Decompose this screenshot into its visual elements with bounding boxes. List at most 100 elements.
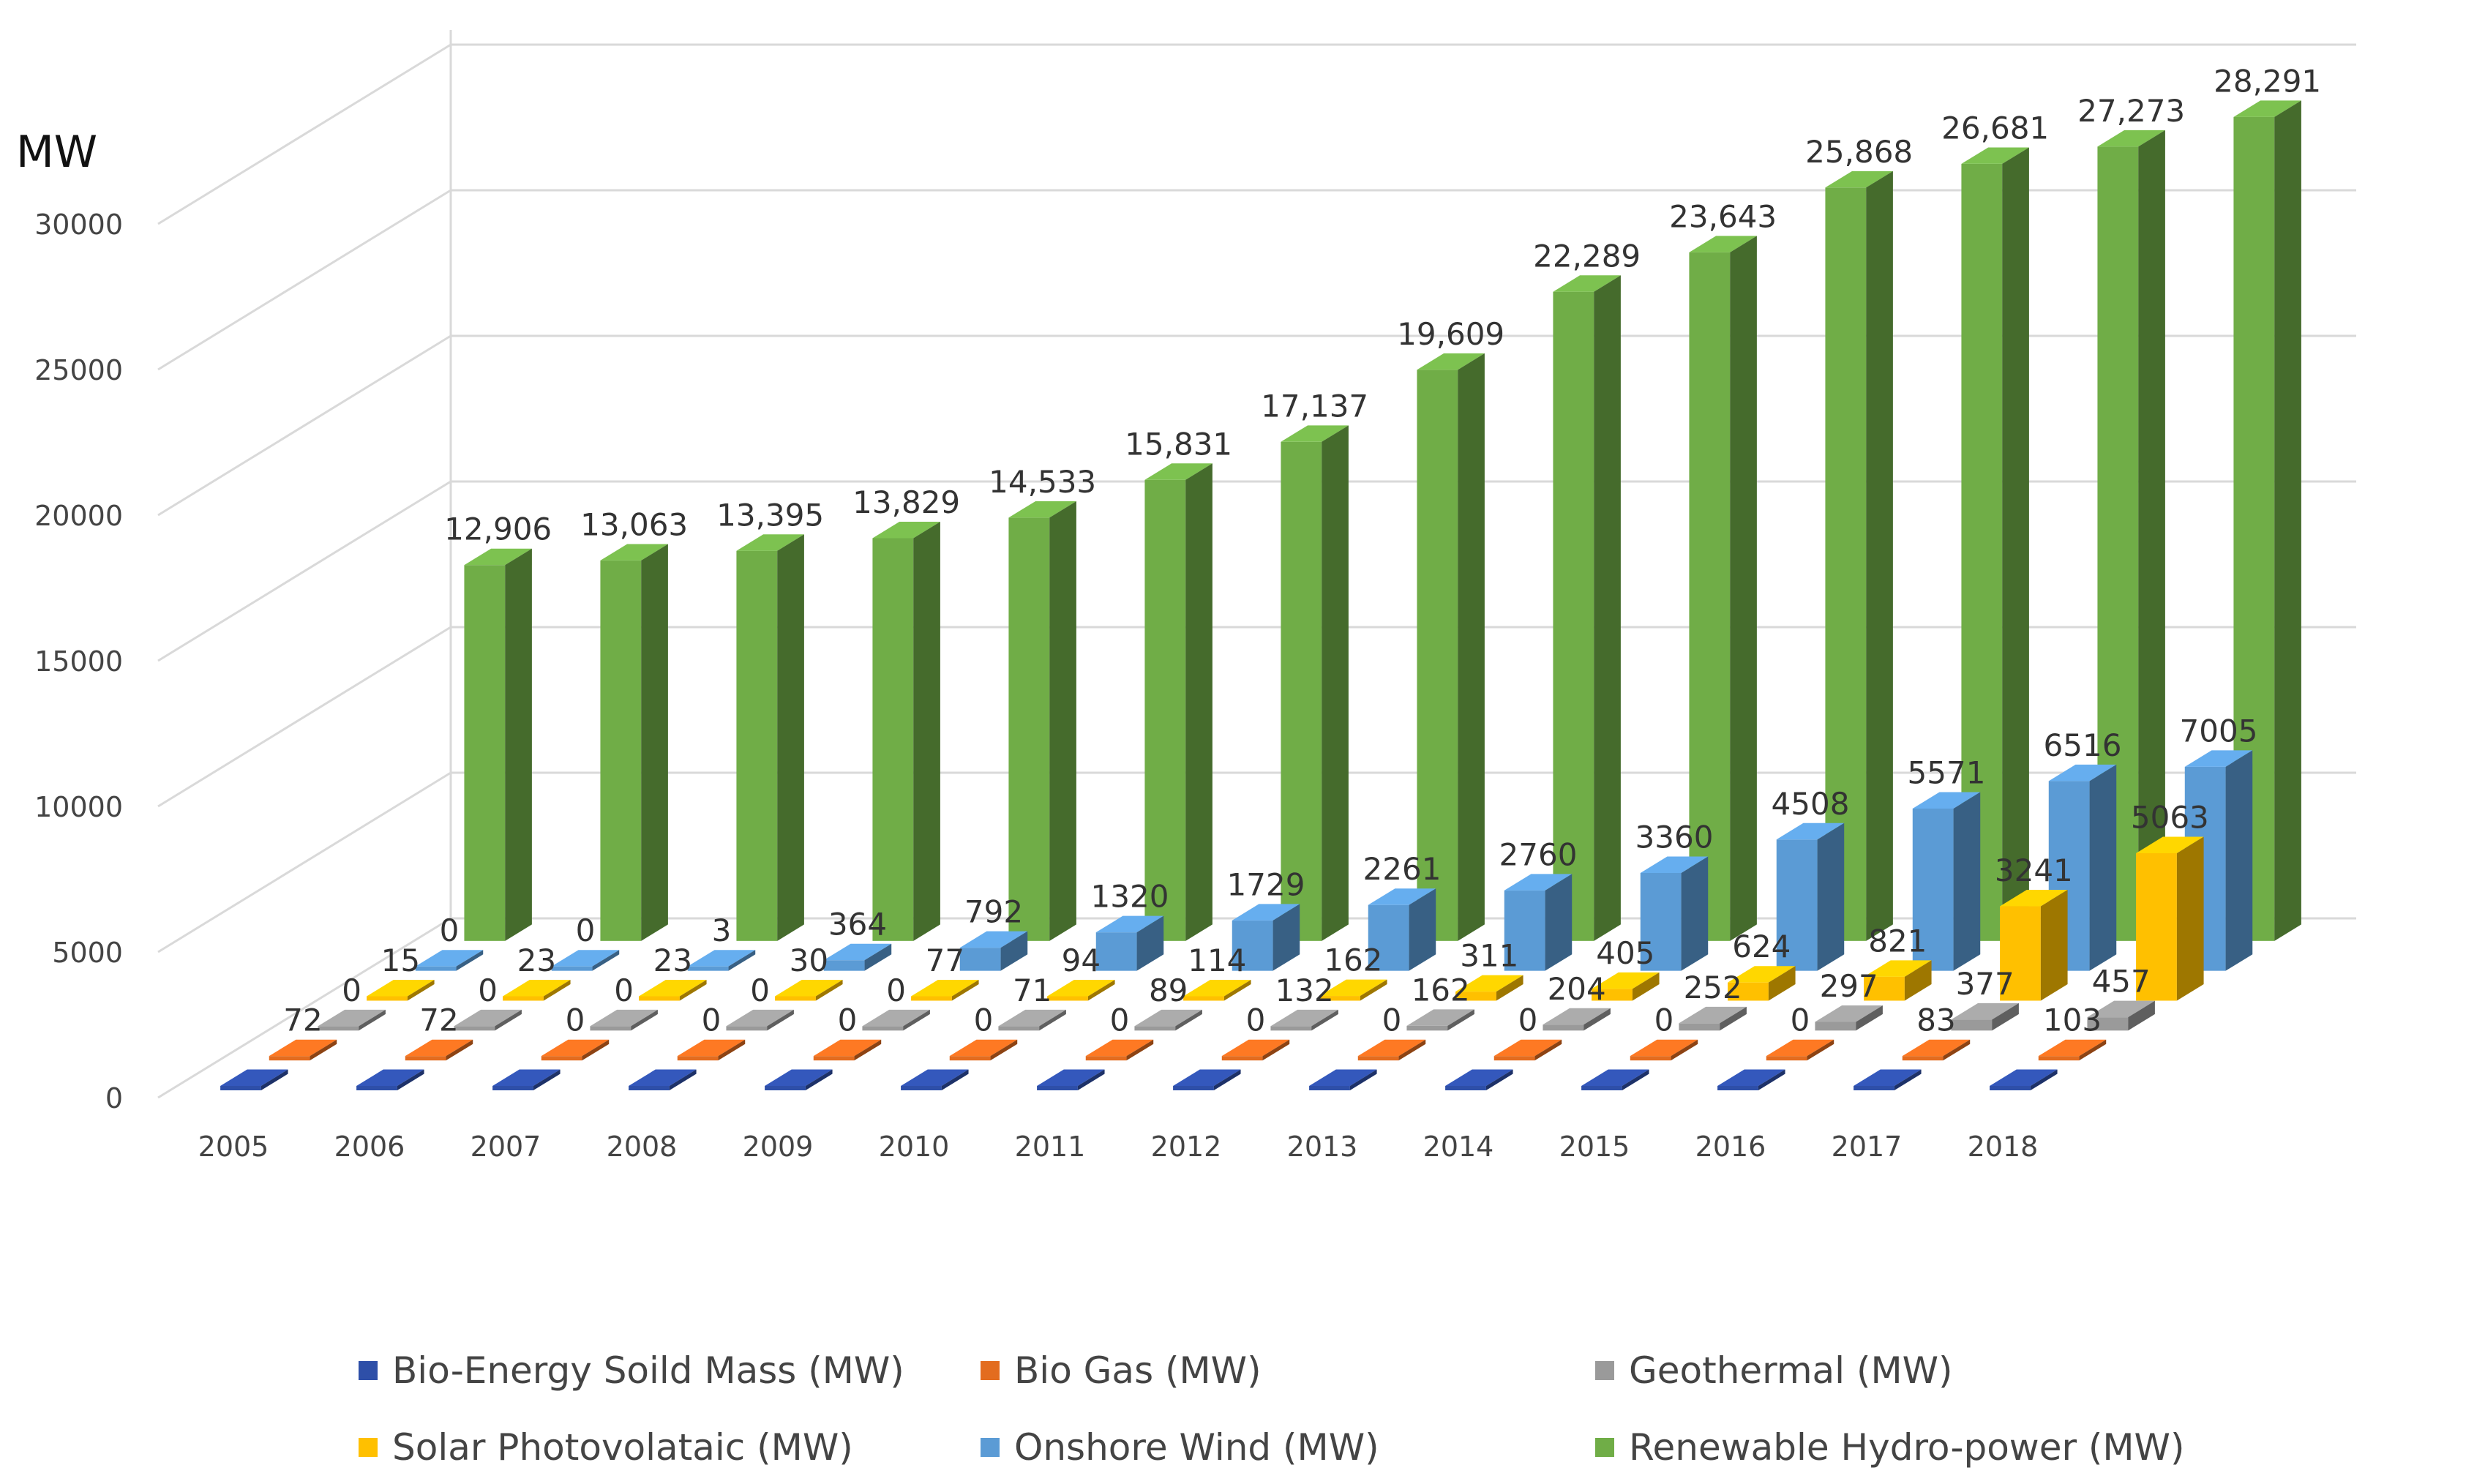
bar-side [495,1009,522,1031]
data-label: 15 [381,943,420,978]
bar-side [1185,463,1212,941]
bar-front [823,960,865,971]
bar-top [998,1009,1066,1027]
y-tick-label: 15000 [34,645,123,678]
data-label: 2760 [1499,836,1578,872]
bar-front [1455,992,1496,1001]
bar-side [1175,1009,1202,1031]
y-axis-unit-label: MW [16,127,97,178]
data-label: 12,906 [444,511,552,547]
bar-front [2087,1017,2129,1031]
legend-item: Onshore Wind (MW) [981,1426,1379,1469]
data-label: 30 [790,943,828,978]
bar-side [1534,1039,1562,1061]
series-5: 12,906 13,063 13,395 13,829 14,533 15,831 17,1… [444,63,2321,941]
data-label: 162 [1324,943,1382,978]
bar-top [454,1009,522,1027]
data-label: 27,273 [2077,93,2185,129]
bar-front [1309,1086,1350,1090]
data-label: 14,533 [989,464,1096,500]
bar-front [1085,1056,1127,1061]
bar-front [677,1056,719,1061]
bar-front [1543,1024,1584,1031]
bar-side [1720,1006,1747,1031]
legend-label: Solar Photovolataic (MW) [392,1426,853,1469]
data-label: 0 [1246,1003,1266,1038]
bar-side [1671,1039,1698,1061]
bar-front [1037,1086,1078,1090]
bar-side [1730,236,1757,941]
bar-side [543,980,571,1001]
bar-side [669,1069,697,1090]
x-tick-label: 2015 [1559,1131,1630,1163]
bar-side [1758,1069,1785,1090]
bar-top [356,1069,424,1086]
series-1: 72 72 0 0 0 0 0 0 0 0 0 0 83 103 [269,1003,2107,1061]
gridline-side [157,43,451,225]
data-label: 204 [1548,971,1606,1007]
bar-front [1592,989,1633,1001]
legend-swatch [359,1361,378,1380]
bar-front [492,1086,533,1090]
bar-front [503,996,544,1001]
bar-front [2038,1056,2080,1061]
bar-top [1281,425,1349,442]
legend-label: Bio-Energy Soild Mass (MW) [392,1349,904,1392]
bar-front [1728,982,1769,1001]
bar-side [1894,1069,1922,1090]
bar-front [949,1056,991,1061]
bar-side [1000,931,1028,971]
data-label: 13,063 [580,506,688,542]
legend-swatch [981,1361,1000,1380]
bar-side [1049,501,1076,941]
bar-front [1689,252,1731,941]
bar-front [629,1086,670,1090]
bar-side [1087,980,1115,1001]
bar-front [736,550,778,941]
bar-top [541,1039,610,1057]
bar-side [1360,979,1387,1001]
bar-top [2184,750,2253,767]
bar-front [765,1086,806,1090]
bar-top [775,980,843,997]
bar-top [1173,1069,1241,1086]
bar-top [1912,792,1981,809]
x-tick-label: 2017 [1832,1131,1903,1163]
bar-side [456,950,484,971]
bar-top [590,1009,658,1027]
bar-side [1077,1069,1105,1090]
data-label: 2261 [1363,851,1442,887]
bar-front [1173,1086,1214,1090]
bar-top [551,950,620,967]
data-label: 4508 [1772,786,1850,822]
data-label: 0 [838,1003,858,1038]
y-tick-label: 10000 [34,791,123,823]
bar-side [407,980,435,1001]
bar-top [862,1009,930,1027]
legend-swatch [1595,1361,1614,1380]
data-label: 0 [1791,1003,1810,1038]
x-tick-label: 2009 [743,1131,814,1163]
bar-side [1768,966,1796,1001]
bar-front [1815,1022,1856,1031]
bar-front [356,1086,397,1090]
bar-side [1632,972,1660,1001]
x-tick-label: 2006 [334,1131,405,1163]
bar-top [1689,236,1757,252]
x-tick-label: 2014 [1423,1131,1494,1163]
data-label: 13,395 [716,497,824,533]
bar-side [446,1039,473,1061]
bar-side [592,950,620,971]
bar-top [492,1069,561,1086]
bar-top [813,1039,882,1057]
bar-front [1640,872,1682,971]
data-label: 0 [1654,1003,1674,1038]
bar-front [1095,932,1137,971]
data-label: 28,291 [2214,63,2321,99]
bar-side [2128,1000,2155,1031]
gridline-side [157,189,451,371]
bar-front [1825,187,1867,941]
data-label: 0 [478,973,498,1008]
bar-top [1717,1069,1785,1086]
bar-side [1458,353,1485,941]
